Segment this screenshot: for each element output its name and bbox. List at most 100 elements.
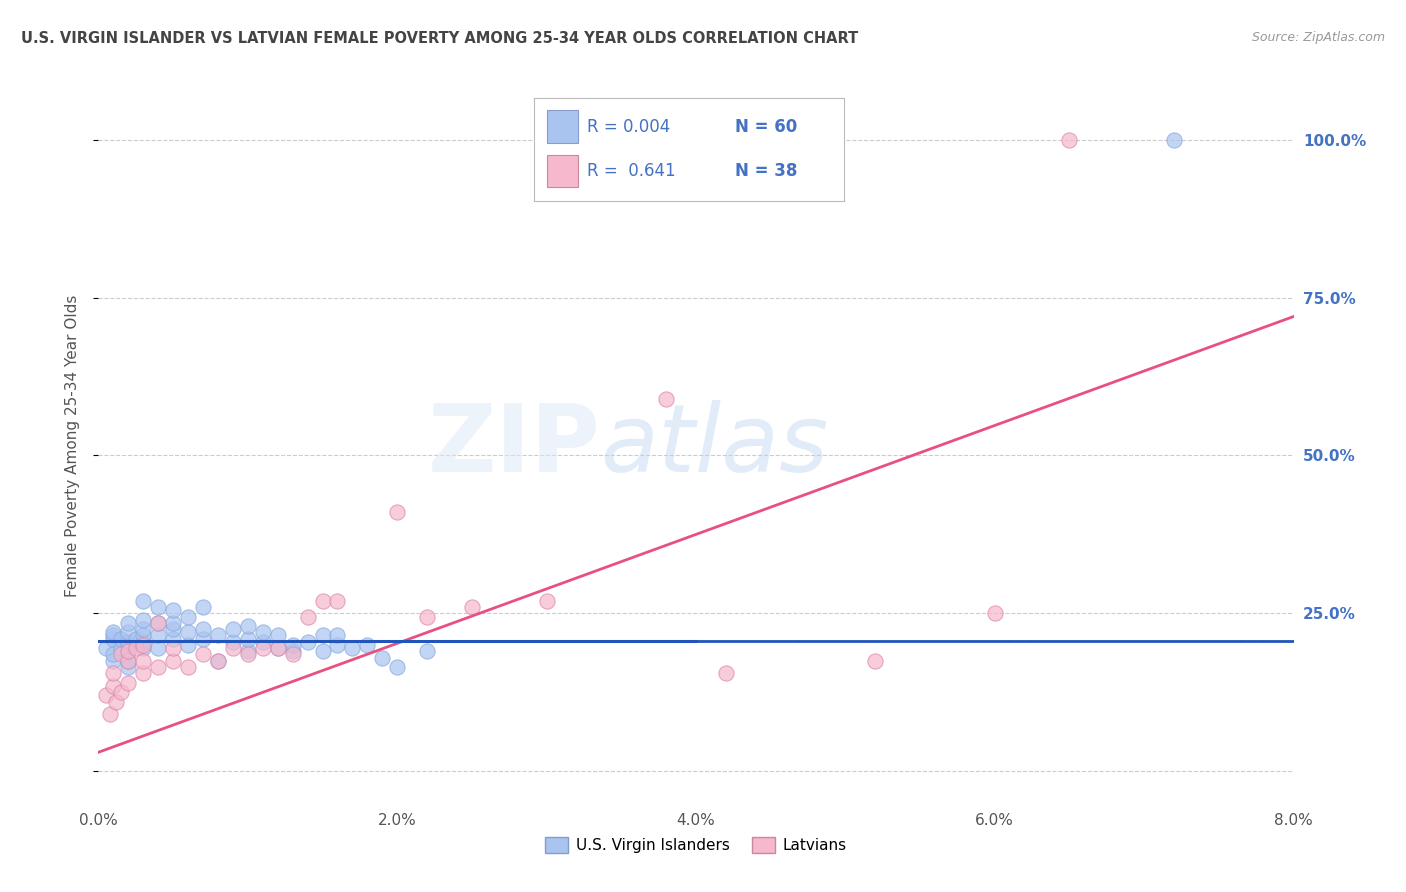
Point: [222, 634, 245, 648]
Point: [103, 648, 125, 662]
Point: [103, 679, 125, 693]
Point: [162, 603, 184, 617]
Point: [356, 638, 378, 652]
Point: [162, 632, 184, 646]
Point: [98, 707, 122, 722]
FancyBboxPatch shape: [547, 111, 578, 144]
Point: [207, 628, 229, 642]
Point: [222, 622, 245, 636]
Point: [326, 638, 349, 652]
Point: [281, 638, 304, 652]
Text: Source: ZipAtlas.com: Source: ZipAtlas.com: [1251, 31, 1385, 45]
Point: [177, 660, 200, 674]
Point: [236, 619, 259, 633]
Text: ZIP: ZIP: [427, 400, 600, 492]
Point: [281, 648, 304, 662]
Point: [117, 625, 139, 640]
Text: U.S. VIRGIN ISLANDER VS LATVIAN FEMALE POVERTY AMONG 25-34 YEAR OLDS CORRELATION: U.S. VIRGIN ISLANDER VS LATVIAN FEMALE P…: [21, 31, 858, 46]
Point: [132, 634, 155, 648]
Point: [117, 644, 139, 658]
Point: [177, 638, 200, 652]
Point: [148, 615, 170, 630]
Point: [132, 666, 155, 681]
Point: [103, 666, 125, 681]
Point: [714, 666, 737, 681]
Point: [281, 644, 304, 658]
Point: [371, 650, 394, 665]
Point: [110, 632, 132, 646]
Legend: U.S. Virgin Islanders, Latvians: U.S. Virgin Islanders, Latvians: [538, 831, 853, 859]
Point: [117, 660, 139, 674]
Point: [342, 641, 364, 656]
Point: [252, 634, 274, 648]
Point: [94, 641, 117, 656]
Point: [117, 615, 139, 630]
Point: [162, 641, 184, 656]
Point: [148, 600, 170, 615]
Point: [110, 641, 132, 656]
Point: [148, 628, 170, 642]
Point: [132, 593, 155, 607]
Point: [267, 628, 290, 642]
Text: N = 60: N = 60: [735, 118, 797, 136]
Point: [191, 632, 214, 646]
Text: N = 38: N = 38: [735, 162, 797, 180]
Point: [110, 648, 132, 662]
Point: [177, 625, 200, 640]
Point: [132, 641, 155, 656]
Point: [297, 634, 319, 648]
Point: [207, 654, 229, 668]
Point: [117, 675, 139, 690]
Point: [117, 654, 139, 668]
Point: [103, 632, 125, 646]
Point: [162, 615, 184, 630]
Point: [125, 641, 148, 656]
Point: [385, 660, 409, 674]
Point: [132, 638, 155, 652]
Point: [236, 644, 259, 658]
Point: [117, 644, 139, 658]
Point: [125, 632, 148, 646]
Point: [94, 689, 117, 703]
Point: [311, 644, 333, 658]
Point: [103, 654, 125, 668]
Point: [536, 593, 558, 607]
Point: [222, 641, 245, 656]
Point: [191, 600, 214, 615]
Point: [236, 632, 259, 646]
Point: [177, 609, 200, 624]
Point: [148, 615, 170, 630]
Point: [252, 625, 274, 640]
Point: [132, 628, 155, 642]
Point: [191, 622, 214, 636]
Point: [132, 654, 155, 668]
Y-axis label: Female Poverty Among 25-34 Year Olds: Female Poverty Among 25-34 Year Olds: [65, 295, 80, 597]
FancyBboxPatch shape: [547, 154, 578, 187]
Point: [252, 641, 274, 656]
Point: [326, 628, 349, 642]
Point: [103, 628, 125, 642]
Point: [865, 654, 887, 668]
Point: [117, 654, 139, 668]
Point: [207, 654, 229, 668]
Point: [148, 641, 170, 656]
Point: [191, 648, 214, 662]
Text: R =  0.641: R = 0.641: [586, 162, 675, 180]
Point: [461, 600, 484, 615]
Point: [110, 685, 132, 699]
Point: [132, 613, 155, 627]
Point: [267, 641, 290, 656]
Point: [117, 634, 139, 648]
Point: [311, 628, 333, 642]
Point: [105, 695, 128, 709]
Point: [416, 644, 439, 658]
Text: R = 0.004: R = 0.004: [586, 118, 671, 136]
Point: [416, 609, 439, 624]
Point: [162, 654, 184, 668]
Point: [162, 622, 184, 636]
Point: [326, 593, 349, 607]
Point: [103, 625, 125, 640]
Point: [148, 660, 170, 674]
Point: [236, 648, 259, 662]
Point: [267, 641, 290, 656]
